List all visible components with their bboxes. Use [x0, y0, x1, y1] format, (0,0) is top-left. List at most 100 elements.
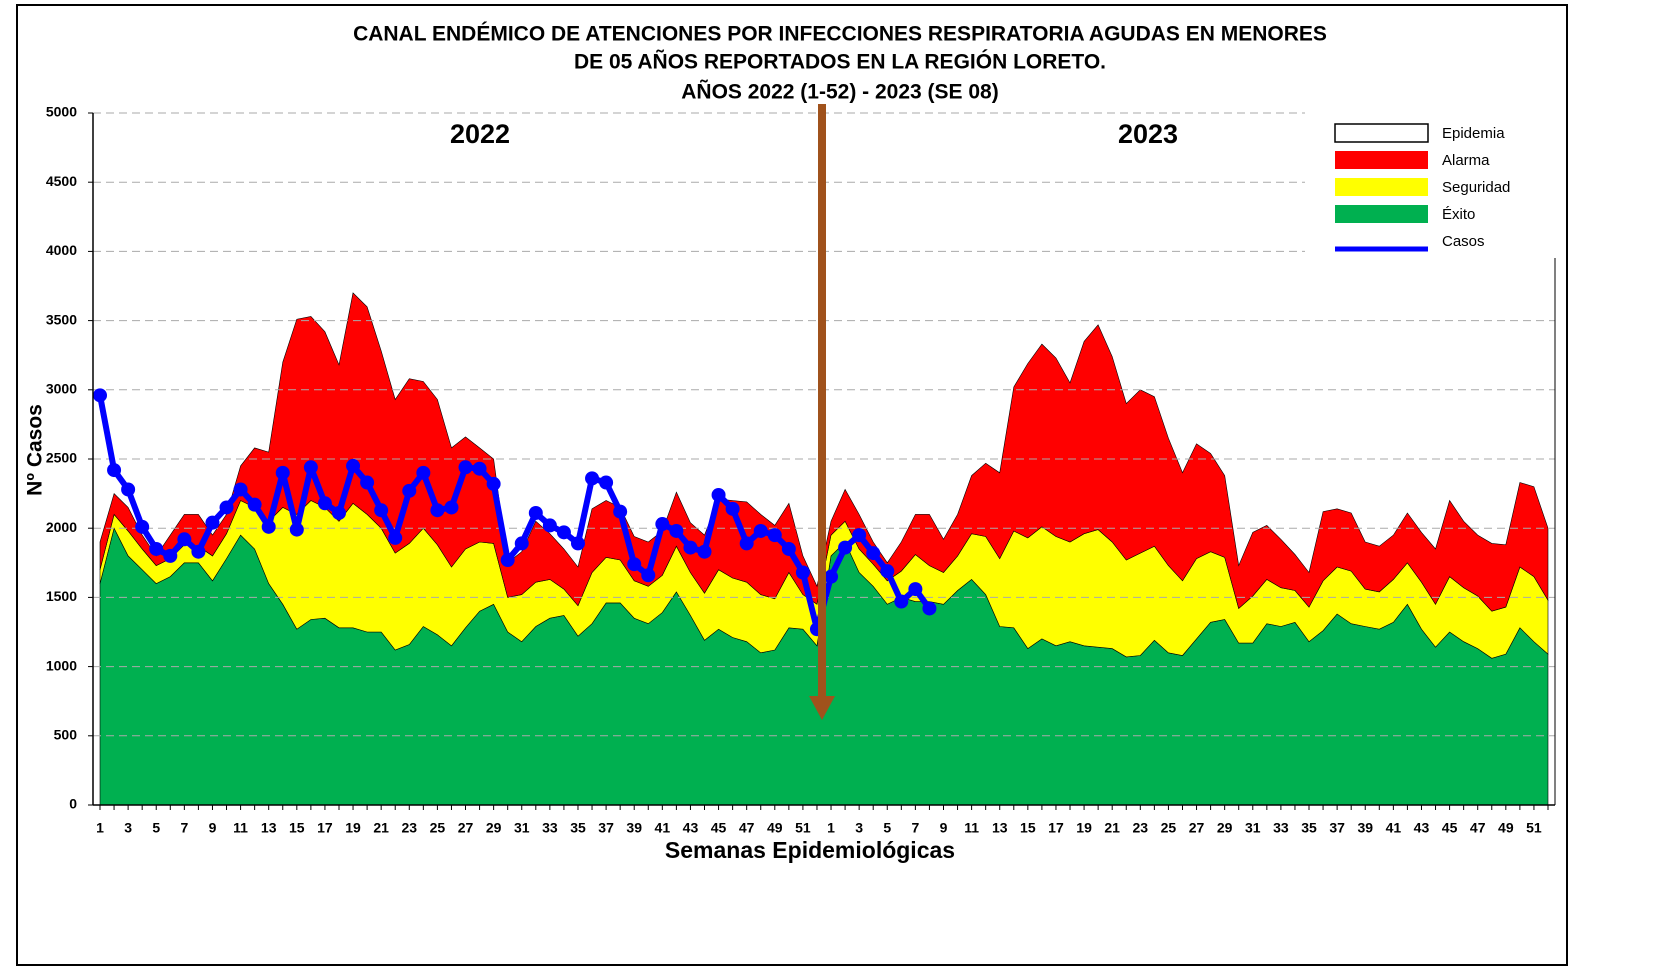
point: [866, 546, 881, 561]
x-axis-label: Semanas Epidemiológicas: [665, 837, 955, 863]
x-tick-label: 1: [96, 820, 104, 836]
point: [528, 505, 543, 520]
point: [570, 536, 585, 551]
point: [711, 487, 726, 502]
point: [795, 565, 810, 580]
x-tick-label: 13: [261, 820, 277, 836]
point: [556, 525, 571, 540]
x-tick-label: 21: [373, 820, 389, 836]
point: [416, 465, 431, 480]
point: [205, 515, 220, 530]
point: [725, 501, 740, 516]
x-tick-label: 9: [209, 820, 217, 836]
y-tick-label: 0: [69, 796, 77, 812]
point: [922, 601, 937, 616]
x-tick-label: 33: [1273, 820, 1289, 836]
point: [107, 463, 122, 478]
point: [430, 503, 445, 518]
x-tick-label: 41: [1386, 820, 1402, 836]
x-tick-label: 41: [655, 820, 671, 836]
x-tick-label: 27: [1189, 820, 1205, 836]
x-tick-label: 7: [911, 820, 919, 836]
x-tick-label: 39: [1357, 820, 1373, 836]
x-tick-label: 25: [1161, 820, 1177, 836]
x-tick-label: 31: [1245, 820, 1261, 836]
legend-label: Epidemia: [1442, 125, 1505, 142]
y-tick-label: 500: [54, 727, 78, 743]
x-tick-label: 17: [1048, 820, 1064, 836]
x-tick-label: 15: [289, 820, 305, 836]
x-tick-label: 29: [486, 820, 502, 836]
y-tick-label: 5000: [46, 104, 77, 120]
x-tick-label: 9: [940, 820, 948, 836]
x-tick-label: 49: [1498, 820, 1514, 836]
arrow-head: [809, 696, 835, 720]
legend-label: Seguridad: [1442, 179, 1510, 196]
x-tick-label: 17: [317, 820, 333, 836]
point: [767, 528, 782, 543]
point: [261, 519, 276, 534]
point: [781, 541, 796, 556]
point: [402, 483, 417, 498]
point: [739, 536, 754, 551]
x-tick-label: 1: [827, 820, 835, 836]
legend-label: Alarma: [1442, 152, 1490, 169]
legend-label: Éxito: [1442, 206, 1475, 223]
point: [331, 505, 346, 520]
point: [655, 517, 670, 532]
y-tick-label: 3500: [46, 311, 77, 327]
point: [303, 460, 318, 475]
x-tick-label: 19: [345, 820, 361, 836]
chart-title: AÑOS 2022 (1-52) - 2023 (SE 08): [681, 81, 998, 104]
point: [360, 475, 375, 490]
point: [247, 497, 262, 512]
x-tick-label: 35: [570, 820, 586, 836]
x-tick-label: 37: [1329, 820, 1345, 836]
x-tick-label: 15: [1020, 820, 1036, 836]
point: [219, 500, 234, 515]
x-tick-label: 33: [542, 820, 558, 836]
x-tick-label: 5: [152, 820, 160, 836]
point: [500, 553, 515, 568]
legend-swatch: [1335, 151, 1428, 169]
point: [177, 532, 192, 547]
x-tick-label: 3: [124, 820, 132, 836]
point: [486, 476, 501, 491]
point: [880, 564, 895, 579]
x-tick-label: 3: [855, 820, 863, 836]
point: [317, 496, 332, 511]
point: [753, 523, 768, 538]
point: [894, 594, 909, 609]
legend-label: Casos: [1442, 233, 1485, 250]
legend-swatch: [1335, 205, 1428, 223]
year-label: 2023: [1118, 119, 1178, 149]
x-tick-label: 29: [1217, 820, 1233, 836]
x-tick-label: 19: [1076, 820, 1092, 836]
point: [374, 503, 389, 518]
y-tick-label: 3000: [46, 381, 77, 397]
point: [585, 471, 600, 486]
x-tick-label: 23: [401, 820, 417, 836]
point: [289, 522, 304, 537]
point: [852, 528, 867, 543]
point: [627, 557, 642, 572]
y-tick-label: 4000: [46, 242, 77, 258]
y-tick-label: 1500: [46, 588, 77, 604]
x-tick-label: 11: [964, 820, 979, 836]
point: [613, 504, 628, 519]
point: [669, 523, 684, 538]
point: [472, 461, 487, 476]
x-tick-label: 35: [1301, 820, 1317, 836]
arrow: [809, 104, 835, 720]
point: [233, 482, 248, 497]
point: [838, 540, 853, 555]
y-tick-label: 2000: [46, 519, 77, 535]
x-tick-label: 23: [1133, 820, 1149, 836]
point: [824, 569, 839, 584]
x-tick-label: 37: [598, 820, 614, 836]
x-tick-label: 45: [1442, 820, 1458, 836]
x-tick-label: 25: [430, 820, 446, 836]
point: [641, 568, 656, 583]
point: [163, 548, 178, 563]
y-axis-label: Nº Casos: [24, 404, 47, 496]
